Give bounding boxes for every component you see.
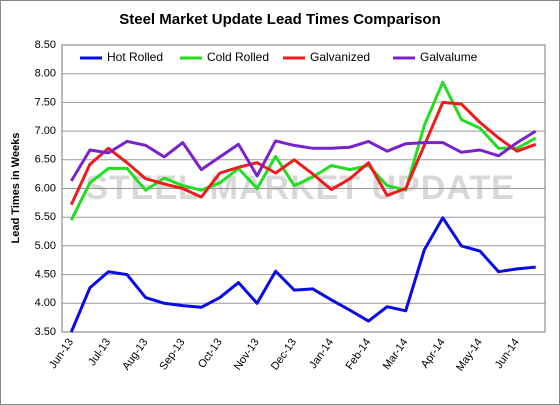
y-tick-label: 7.00 (35, 125, 56, 137)
y-axis-label: Lead Times in Weeks (10, 133, 22, 244)
plot-border (61, 44, 546, 333)
legend-label: Cold Rolled (207, 50, 269, 64)
legend-label: Hot Rolled (107, 50, 163, 64)
chart-title: Steel Market Update Lead Times Compariso… (119, 11, 440, 28)
y-tick-label: 8.50 (35, 39, 56, 51)
y-tick-label: 5.00 (35, 240, 56, 252)
legend-label: Galvalume (420, 50, 478, 64)
y-tick-label: 7.50 (35, 96, 56, 108)
legend-label: Galvanized (310, 50, 370, 64)
series-line (70, 129, 537, 182)
series-line (69, 216, 536, 333)
y-tick-label: 5.50 (35, 211, 56, 223)
y-tick-label: 3.50 (35, 326, 56, 338)
watermark: STEEL MARKET UPDATE (85, 169, 515, 207)
series-line (69, 100, 537, 206)
y-tick-label: 4.50 (35, 269, 56, 281)
y-tick-label: 4.00 (35, 297, 56, 309)
series-line (69, 80, 537, 221)
y-tick-label: 6.00 (35, 182, 56, 194)
y-tick-label: 6.50 (35, 154, 56, 166)
y-tick-label: 8.00 (35, 68, 56, 80)
